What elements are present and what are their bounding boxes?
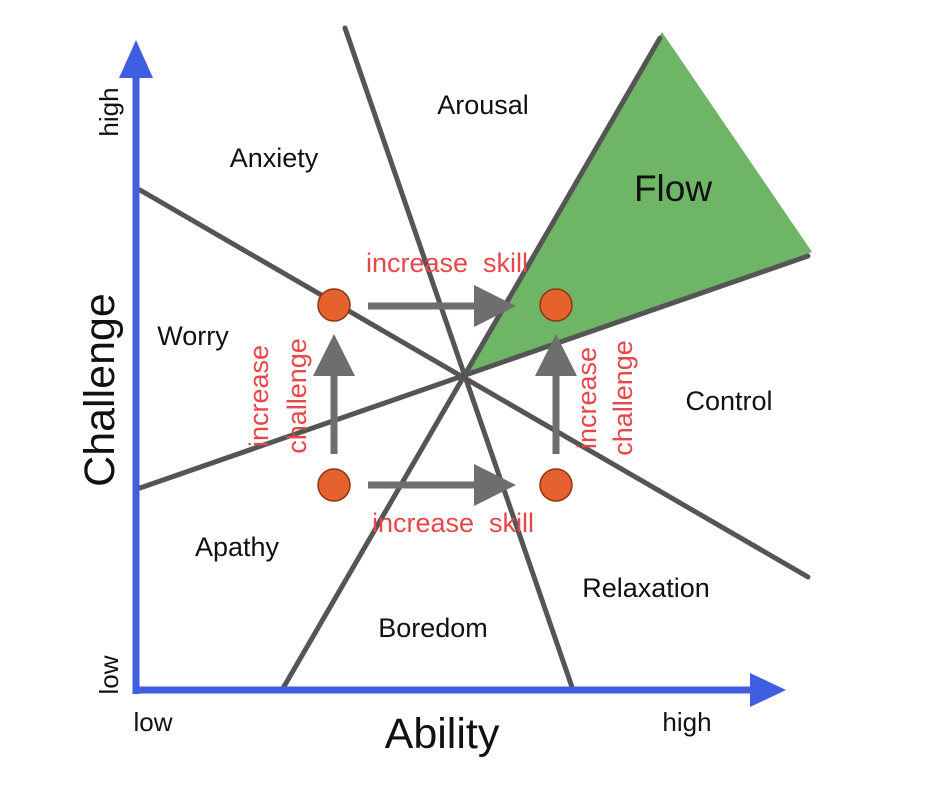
state-dot-bottom-right [539,468,573,502]
zone-label-flow: Flow [634,168,712,209]
zone-label-apathy: Apathy [195,532,280,562]
y-axis-high-label: high [94,87,124,136]
zone-label-control: Control [685,386,772,416]
zone-label-relaxation: Relaxation [582,573,710,603]
annotation-increase-challenge-right-line1: increase [572,347,602,449]
boundary-line-boredom-flow [279,35,663,693]
y-axis-title: Challenge [76,293,124,487]
zone-label-worry: Worry [157,321,229,351]
y-axis-arrowhead [119,40,153,78]
state-dot-top-left [317,288,351,322]
annotation-increase-challenge-left-line1: increase [244,345,274,447]
state-dot-top-right [539,288,573,322]
zone-label-boredom: Boredom [378,613,488,643]
annotation-increase-skill-top: increase skill [366,248,528,278]
annotation-increase-skill-bottom: increase skill [372,508,534,538]
state-dot-bottom-left [317,468,351,502]
zone-label-arousal: Arousal [437,90,529,120]
x-axis-high-label: high [662,707,711,737]
annotation-increase-challenge-left-line2: challenge [282,338,312,454]
x-axis-arrowhead [750,673,786,707]
y-axis-low-label: low [94,655,124,694]
boundary-line-arousal-relaxation [342,25,576,693]
zone-label-anxiety: Anxiety [230,143,319,173]
x-axis-low-label: low [133,707,172,737]
annotation-increase-challenge-right-line2: challenge [608,340,638,456]
x-axis-title: Ability [385,710,500,758]
boundary-line-apathy-flow [137,253,811,491]
boundary-line-worry-control [137,187,811,580]
